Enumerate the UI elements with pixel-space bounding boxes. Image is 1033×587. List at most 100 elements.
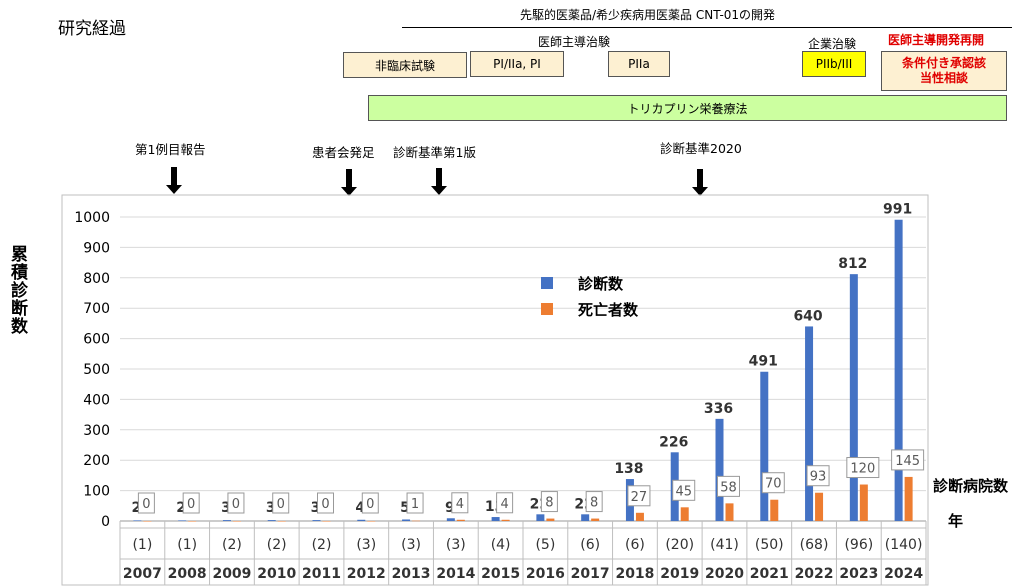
hospital-count: (3) — [401, 537, 421, 553]
therapy-bar: トリカプリン栄養療法 — [368, 95, 1007, 121]
year-tick: 2022 — [795, 566, 834, 582]
label-box-deaths — [182, 492, 200, 514]
label-box-deaths — [137, 492, 155, 514]
bar-diagnosed — [581, 514, 590, 521]
bar-deaths — [143, 521, 152, 522]
development-header: 先駆的医薬品/希少疾病用医薬品 CNT-01の開発 — [520, 8, 776, 22]
label-diagnosed: 3 — [221, 500, 231, 516]
label-diagnosed: 4 — [355, 500, 365, 516]
year-tick: 2019 — [660, 566, 699, 582]
y-tick-label: 600 — [83, 332, 110, 348]
label-deaths: 0 — [321, 497, 329, 512]
y-tick-label: 0 — [101, 514, 110, 530]
y-tick-label: 800 — [83, 271, 110, 287]
bar-diagnosed — [402, 519, 411, 521]
y-tick-label: 1000 — [74, 210, 110, 226]
bar-diagnosed — [357, 519, 366, 521]
label-box-deaths — [585, 491, 603, 513]
bar-diagnosed — [849, 274, 858, 521]
arrow-down-icon — [341, 169, 357, 196]
year-tick: 2015 — [481, 566, 520, 582]
year-tick: 2017 — [571, 566, 610, 582]
bar-deaths — [412, 520, 421, 522]
bar-diagnosed — [805, 326, 814, 521]
arrow-down-icon — [431, 168, 447, 195]
bar-deaths — [188, 521, 197, 522]
label-box-deaths — [406, 492, 424, 514]
year-tick: 2010 — [257, 566, 296, 582]
hospital-count: (2) — [267, 537, 287, 553]
label-diagnosed: 991 — [883, 202, 912, 218]
label-deaths: 1 — [411, 497, 419, 512]
bar-deaths — [859, 484, 868, 521]
year-tick: 2021 — [750, 566, 789, 582]
label-deaths: 120 — [850, 462, 875, 477]
arrow-down-icon — [166, 167, 182, 194]
bar-deaths — [501, 519, 510, 521]
hospital-count: (20) — [665, 537, 694, 553]
year-tick: 2020 — [705, 566, 744, 582]
bar-deaths — [680, 507, 689, 521]
y-tick-label: 100 — [83, 484, 110, 500]
bar-diagnosed — [222, 520, 231, 521]
bar-diagnosed — [178, 520, 187, 521]
bar-diagnosed — [267, 520, 276, 521]
company-trial-label: 企業治験 — [808, 37, 857, 51]
hospital-count: (3) — [356, 537, 376, 553]
label-deaths: 70 — [765, 477, 782, 492]
bar-diagnosed — [491, 517, 500, 521]
label-deaths: 145 — [895, 454, 920, 469]
label-diagnosed: 9 — [445, 500, 455, 516]
bar-deaths — [904, 476, 913, 521]
bar-diagnosed — [133, 520, 142, 521]
label-box-deaths — [540, 491, 558, 513]
legend-label-deaths: 死亡者数 — [578, 301, 639, 319]
bar-deaths — [591, 518, 600, 521]
label-box-deaths — [761, 472, 785, 494]
label-deaths: 8 — [590, 496, 598, 511]
y-tick-label: 400 — [83, 392, 110, 408]
year-tick: 2007 — [123, 566, 162, 582]
label-box-deaths — [361, 492, 379, 514]
label-deaths: 0 — [187, 497, 195, 512]
label-box-deaths — [717, 475, 740, 497]
bar-diagnosed — [446, 518, 455, 521]
hospital-count: (1) — [132, 537, 152, 553]
label-deaths: 0 — [277, 497, 285, 512]
year-tick: 2016 — [526, 566, 565, 582]
bar-deaths — [456, 519, 465, 521]
label-deaths: 0 — [232, 497, 240, 512]
bar-deaths — [232, 521, 241, 522]
bar-deaths — [725, 503, 734, 521]
label-deaths: 93 — [810, 470, 827, 485]
label-deaths: 4 — [456, 497, 464, 512]
hospital-count: (2) — [312, 537, 332, 553]
phase-p2a: PIIa — [608, 51, 670, 77]
y-tick-label: 700 — [83, 301, 110, 317]
legend-swatch-diagnosed — [541, 277, 553, 289]
hospital-count: (3) — [446, 537, 466, 553]
label-box-deaths — [891, 449, 925, 471]
bar-diagnosed — [536, 514, 545, 521]
hospital-count: (4) — [491, 537, 511, 553]
legend-swatch-deaths — [541, 303, 553, 315]
chart-frame — [61, 194, 929, 586]
year-label: 年 — [948, 512, 964, 530]
phase-conditional-approval: 条件付き承認該当性相談 — [881, 51, 1007, 91]
page-title: 研究経過 — [58, 19, 126, 39]
y-tick-label: 500 — [83, 362, 110, 378]
hospital-count-label: 診断病院数 — [933, 477, 1009, 495]
label-diagnosed: 226 — [659, 434, 688, 450]
legend-label-diagnosed: 診断数 — [578, 275, 624, 293]
year-tick: 2024 — [884, 566, 923, 582]
y-axis-label: 累積診断数 — [7, 245, 27, 335]
year-tick: 2012 — [347, 566, 386, 582]
hospital-count: (2) — [222, 537, 242, 553]
phase-p1: PI/IIa, PI — [470, 51, 564, 77]
hospital-count: (140) — [885, 537, 923, 553]
hospital-count: (1) — [177, 537, 197, 553]
bar-deaths — [322, 521, 331, 522]
hospital-count: (68) — [800, 537, 829, 553]
label-diagnosed: 138 — [614, 461, 643, 477]
